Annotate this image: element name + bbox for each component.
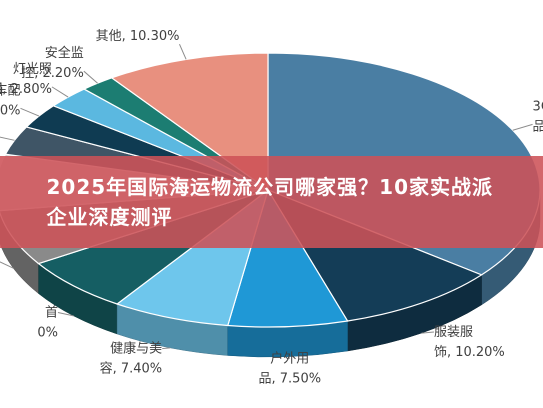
leader-line-9 [20, 107, 40, 117]
title-banner: 2025年国际海运物流公司哪家强？10家实战派企业深度测评 [0, 156, 543, 248]
leader-line-5 [57, 311, 74, 317]
data-label-3-line-1: 户外用 [270, 351, 309, 367]
data-label-11-line-2: 控, 2.20% [21, 66, 84, 81]
leader-line-10 [51, 86, 69, 98]
leader-line-4 [162, 347, 171, 350]
pie-slice-3 [226, 188, 349, 328]
banner-title: 2025年国际海运物流公司哪家强？10家实战派企业深度测评 [46, 175, 493, 229]
data-label-10-line-1: 灯光照 [13, 62, 52, 77]
pie-slice-12 [110, 52, 269, 192]
data-label-3-line-2: 品, 7.50% [259, 372, 322, 387]
data-label-2-line-2: 饰, 10.20% [434, 345, 505, 360]
data-label-4-line-1: 健康与美 [110, 341, 162, 357]
data-label-2-line-1: 服装服 [434, 325, 473, 340]
data-label-1-line-1: 3C电子 [533, 99, 543, 114]
leader-line-8 [0, 136, 15, 141]
data-label-12-line-1: 其他, 10.30% [96, 29, 180, 44]
leader-line-11 [83, 70, 98, 84]
data-label-5-line-1: 首 [45, 305, 58, 320]
leader-line-6 [0, 261, 14, 269]
data-label-9-line-1: 车配 [0, 82, 20, 98]
data-label-9-line-2: .10% [0, 103, 20, 118]
leader-line-1 [512, 123, 533, 131]
pie-side-layer [0, 189, 541, 358]
data-label-4-line-2: 容, 7.40% [100, 361, 163, 377]
leader-line-layer [0, 43, 533, 359]
leader-line-3 [287, 356, 291, 359]
data-label-10-line-2: 明, 2.80% [0, 82, 52, 97]
data-label-1-line-2: 品, 37.7 [533, 119, 543, 134]
leader-line-12 [179, 43, 187, 60]
data-label-11-line-1: 安全监 [45, 45, 84, 61]
data-label-5-line-2: 0% [37, 325, 58, 340]
leader-line-2 [421, 331, 435, 334]
